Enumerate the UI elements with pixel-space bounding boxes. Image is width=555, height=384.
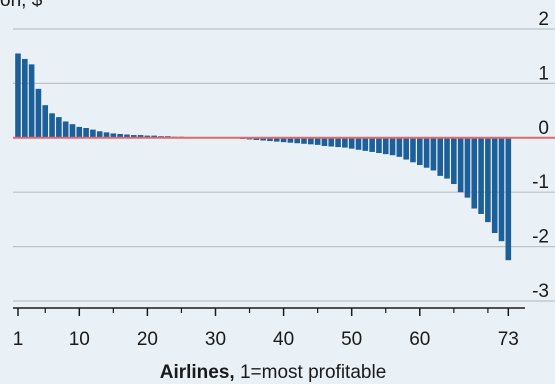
y-tick-label: 1 (538, 63, 549, 84)
bar (103, 132, 110, 138)
bar (137, 135, 144, 138)
bar (355, 137, 362, 150)
bar (96, 131, 103, 138)
bar (15, 53, 21, 138)
bar (260, 137, 266, 141)
bar (451, 137, 457, 185)
bar (62, 121, 69, 138)
bar (335, 137, 341, 148)
bar (28, 64, 35, 138)
bar (76, 126, 83, 138)
bar (478, 137, 484, 214)
bar (117, 133, 123, 138)
bar (430, 137, 437, 171)
x-tick-label: 40 (273, 329, 294, 350)
bar (144, 135, 151, 138)
bar (471, 137, 478, 209)
gridlines (13, 28, 555, 302)
y-tick-label: -3 (532, 281, 549, 302)
bar (83, 128, 89, 138)
bar (376, 137, 382, 154)
bar (22, 58, 28, 138)
bar (56, 117, 62, 138)
bar (49, 113, 55, 138)
bar (498, 137, 505, 242)
bar (485, 137, 491, 223)
bar (491, 137, 498, 233)
bar (287, 137, 294, 143)
bar (396, 137, 403, 157)
x-axis-label: Airlines, 1=most profitable (160, 362, 387, 383)
bar (382, 137, 389, 155)
bar (90, 129, 96, 138)
y-tick-label: 2 (538, 9, 549, 30)
bar (308, 137, 314, 145)
bar (280, 137, 287, 143)
bar (437, 137, 444, 176)
x-tick-label: 20 (137, 329, 158, 350)
x-tick-label: 30 (205, 329, 226, 350)
y-tick-label: -2 (532, 227, 549, 248)
bar (253, 137, 260, 140)
x-axis-label-bold: Airlines, (160, 362, 235, 383)
bar (362, 137, 369, 151)
bar (110, 133, 117, 138)
bar (348, 137, 355, 149)
bar (389, 137, 396, 156)
y-tick-label: 0 (538, 118, 549, 139)
x-axis: 1 10 20 30 40 50 60 73 (13, 307, 525, 350)
bar (423, 137, 430, 168)
y-tick-label: -1 (532, 172, 549, 193)
x-tick-label: 60 (409, 329, 430, 350)
bars (15, 53, 512, 261)
bar (369, 137, 375, 152)
bar (321, 137, 328, 146)
bar (505, 137, 512, 261)
bar (403, 137, 409, 160)
bar (328, 137, 335, 147)
bar (42, 105, 49, 138)
bar (35, 88, 42, 138)
x-tick-label: 10 (69, 329, 90, 350)
bar (464, 137, 471, 198)
bar (416, 137, 423, 165)
x-axis-label-rest: 1=most profitable (235, 362, 387, 383)
x-tick-label: 1 (13, 329, 24, 350)
x-tick-label: 50 (341, 329, 362, 350)
bar (69, 124, 76, 138)
y-axis-label: on, $ (0, 0, 43, 11)
y-tick-labels: 2 1 0 -1 -2 -3 (532, 9, 549, 302)
bar (267, 137, 273, 142)
bar (301, 137, 307, 144)
bar (342, 137, 348, 148)
bar (124, 134, 130, 138)
bar (294, 137, 301, 144)
bar (151, 135, 157, 138)
bar (410, 137, 416, 163)
bar (457, 137, 464, 193)
bar (314, 137, 321, 145)
bar (273, 137, 280, 142)
bar (444, 137, 450, 179)
bar (130, 135, 137, 138)
x-tick-label: 73 (498, 329, 519, 350)
